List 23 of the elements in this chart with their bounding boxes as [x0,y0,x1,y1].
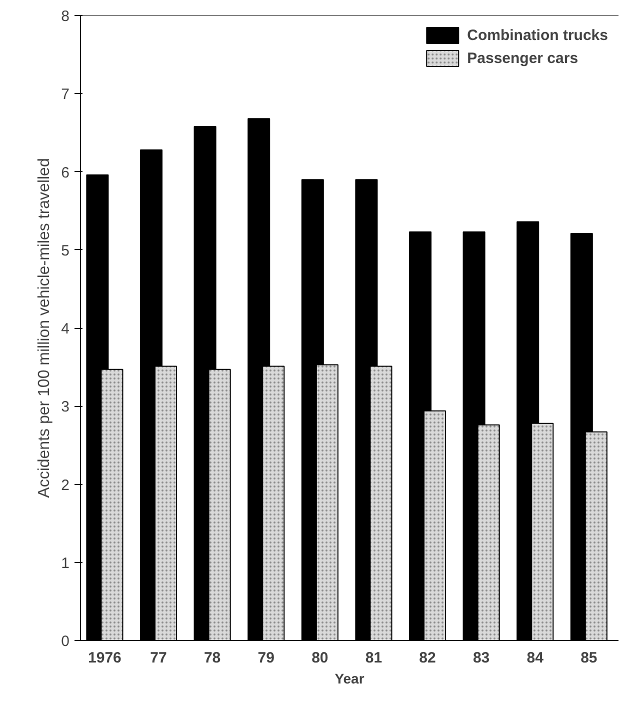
y-tick-label: 6 [61,164,70,182]
x-tick-label: 80 [312,650,328,666]
x-axis-title: Year [334,670,365,686]
y-axis-title: Accidents per 100 million vehicle-miles travelled [36,158,54,498]
y-tick-label: 3 [61,398,70,416]
x-tick-label: 1976 [88,650,122,666]
y-tick-label: 7 [61,86,70,104]
x-tick-label: 81 [365,650,382,666]
y-tick-label: 0 [61,633,70,650]
x-tick-label: 78 [204,650,221,666]
x-tick-label: 79 [258,650,274,666]
legend-label: Passenger cars [467,50,578,66]
x-tick-label: 84 [526,650,544,666]
y-tick-label: 8 [61,8,70,25]
y-tick-label: 5 [61,242,70,260]
y-tick-label: 4 [61,320,70,338]
legend-label: Combination trucks [467,26,608,44]
x-tick-label: 85 [580,650,598,666]
x-tick-label: 77 [150,650,167,666]
y-tick-label: 1 [61,554,70,572]
x-tick-label: 83 [472,650,490,666]
y-tick-label: 2 [61,476,70,494]
x-tick-label: 82 [419,650,436,666]
